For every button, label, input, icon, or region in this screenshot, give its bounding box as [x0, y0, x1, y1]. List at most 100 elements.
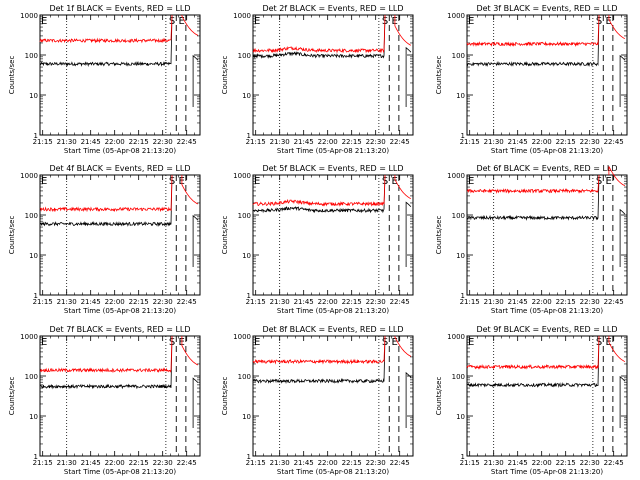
y-tick-label: 10 [456, 92, 465, 100]
x-tick-label: 22:00 [105, 298, 125, 306]
y-axis-label: Counts/sec [8, 216, 16, 255]
x-tick-label: 22:15 [129, 298, 149, 306]
x-tick-label: 22:15 [556, 459, 576, 467]
x-tick-label: 21:45 [81, 459, 101, 467]
x-tick-label: 22:15 [129, 459, 149, 467]
y-tick-label: 100 [452, 373, 465, 381]
y-axis-label: Counts/sec [221, 377, 229, 416]
y-axis-label: Counts/sec [435, 377, 443, 416]
x-tick-label: 22:30 [153, 138, 173, 146]
marker-label-corner: E [468, 337, 474, 348]
x-tick-label: 22:00 [532, 459, 552, 467]
series-line-lld [252, 335, 386, 365]
x-tick-label: 21:15 [460, 298, 480, 306]
x-tick-label: 21:15 [33, 298, 53, 306]
plot-frame [39, 335, 201, 457]
series-line-recovery-events [619, 208, 626, 267]
x-tick-label: 22:45 [604, 138, 624, 146]
x-tick-label: 21:15 [460, 138, 480, 146]
y-tick-label: 100 [452, 52, 465, 60]
y-tick-label: 1000 [20, 172, 38, 180]
x-tick-label: 22:00 [318, 138, 338, 146]
x-tick-label: 21:30 [484, 459, 504, 467]
y-tick-label: 10 [242, 413, 251, 421]
series-line-recovery-lld [181, 175, 199, 205]
series-line-recovery-events [619, 375, 626, 428]
plot-frame [39, 14, 201, 136]
x-tick-label: 21:45 [508, 298, 528, 306]
y-tick-label: 1 [34, 132, 38, 140]
series-line-lld [466, 335, 600, 370]
x-tick-label: 22:30 [153, 298, 173, 306]
x-tick-label: 21:45 [294, 298, 314, 306]
x-tick-label: 21:45 [508, 138, 528, 146]
series-line-recovery-events [405, 46, 412, 107]
marker-label-corner: E [468, 16, 474, 27]
x-tick-label: 22:00 [532, 138, 552, 146]
x-tick-label: 22:15 [342, 298, 362, 306]
x-tick-label: 21:45 [81, 298, 101, 306]
x-tick-label: 21:45 [81, 138, 101, 146]
marker-label-corner: E [41, 337, 47, 348]
x-axis-label: Start Time (05-Apr-08 21:13:20) [64, 307, 176, 315]
chart-panel-det-4f: Det 4f BLACK = Events, RED = LLD 1 10 100 10… [8, 164, 201, 315]
x-axis-label: Start Time (05-Apr-08 21:13:20) [277, 147, 389, 155]
x-tick-label: 21:45 [294, 138, 314, 146]
x-tick-label: 22:15 [556, 138, 576, 146]
chart-panel-det-3f: Det 3f BLACK = Events, RED = LLD 1 10 100 10… [435, 4, 628, 155]
y-tick-label: 1000 [233, 172, 251, 180]
series-line-recovery-events [405, 201, 412, 267]
marker-label-corner: E [254, 176, 260, 187]
x-tick-label: 21:45 [508, 459, 528, 467]
x-axis-label: Start Time (05-Apr-08 21:13:20) [277, 468, 389, 476]
series-line-lld [466, 14, 600, 47]
marker-label-corner: E [41, 176, 47, 187]
x-tick-label: 21:15 [246, 459, 266, 467]
y-axis-label: Counts/sec [435, 56, 443, 95]
series-line-lld [466, 174, 600, 194]
chart-panel-det-7f: Det 7f BLACK = Events, RED = LLD 1 10 100 10… [8, 325, 201, 476]
y-tick-label: 10 [242, 92, 251, 100]
series-line-recovery-events [405, 371, 412, 428]
x-axis-label: Start Time (05-Apr-08 21:13:20) [491, 147, 603, 155]
chart-title: Det 4f BLACK = Events, RED = LLD [49, 164, 190, 173]
plot-frame [39, 174, 201, 296]
x-tick-label: 22:45 [604, 459, 624, 467]
x-tick-label: 22:00 [318, 459, 338, 467]
marker-label-e: E [392, 176, 398, 187]
series-line-lld [39, 14, 173, 44]
chart-title: Det 6f BLACK = Events, RED = LLD [476, 164, 617, 173]
y-tick-label: 100 [452, 212, 465, 220]
x-tick-label: 22:00 [532, 298, 552, 306]
x-tick-label: 21:15 [246, 138, 266, 146]
x-tick-label: 22:45 [390, 138, 410, 146]
x-tick-label: 22:30 [366, 138, 386, 146]
y-tick-label: 10 [29, 252, 38, 260]
chart-title: Det 3f BLACK = Events, RED = LLD [476, 4, 617, 13]
x-tick-label: 21:15 [460, 459, 480, 467]
y-tick-label: 1 [247, 292, 251, 300]
x-tick-label: 22:15 [129, 138, 149, 146]
x-tick-label: 21:15 [246, 298, 266, 306]
series-line-recovery-events [619, 54, 626, 107]
y-tick-label: 1 [461, 292, 465, 300]
chart-title: Det 9f BLACK = Events, RED = LLD [476, 325, 617, 334]
x-tick-label: 21:30 [484, 298, 504, 306]
x-tick-label: 22:00 [105, 138, 125, 146]
y-tick-label: 1000 [233, 12, 251, 20]
y-tick-label: 1000 [233, 333, 251, 341]
y-tick-label: 1000 [20, 333, 38, 341]
series-line-recovery-lld [181, 15, 199, 36]
series-line-events [40, 335, 173, 390]
y-tick-label: 100 [238, 212, 251, 220]
y-axis-label: Counts/sec [221, 56, 229, 95]
x-axis-label: Start Time (05-Apr-08 21:13:20) [277, 307, 389, 315]
series-line-events [39, 14, 173, 68]
plot-frame [466, 174, 628, 296]
chart-title: Det 2f BLACK = Events, RED = LLD [262, 4, 403, 13]
x-tick-label: 21:15 [33, 138, 53, 146]
chart-title: Det 5f BLACK = Events, RED = LLD [262, 164, 403, 173]
x-tick-label: 22:30 [580, 138, 600, 146]
plot-frame [252, 335, 414, 457]
